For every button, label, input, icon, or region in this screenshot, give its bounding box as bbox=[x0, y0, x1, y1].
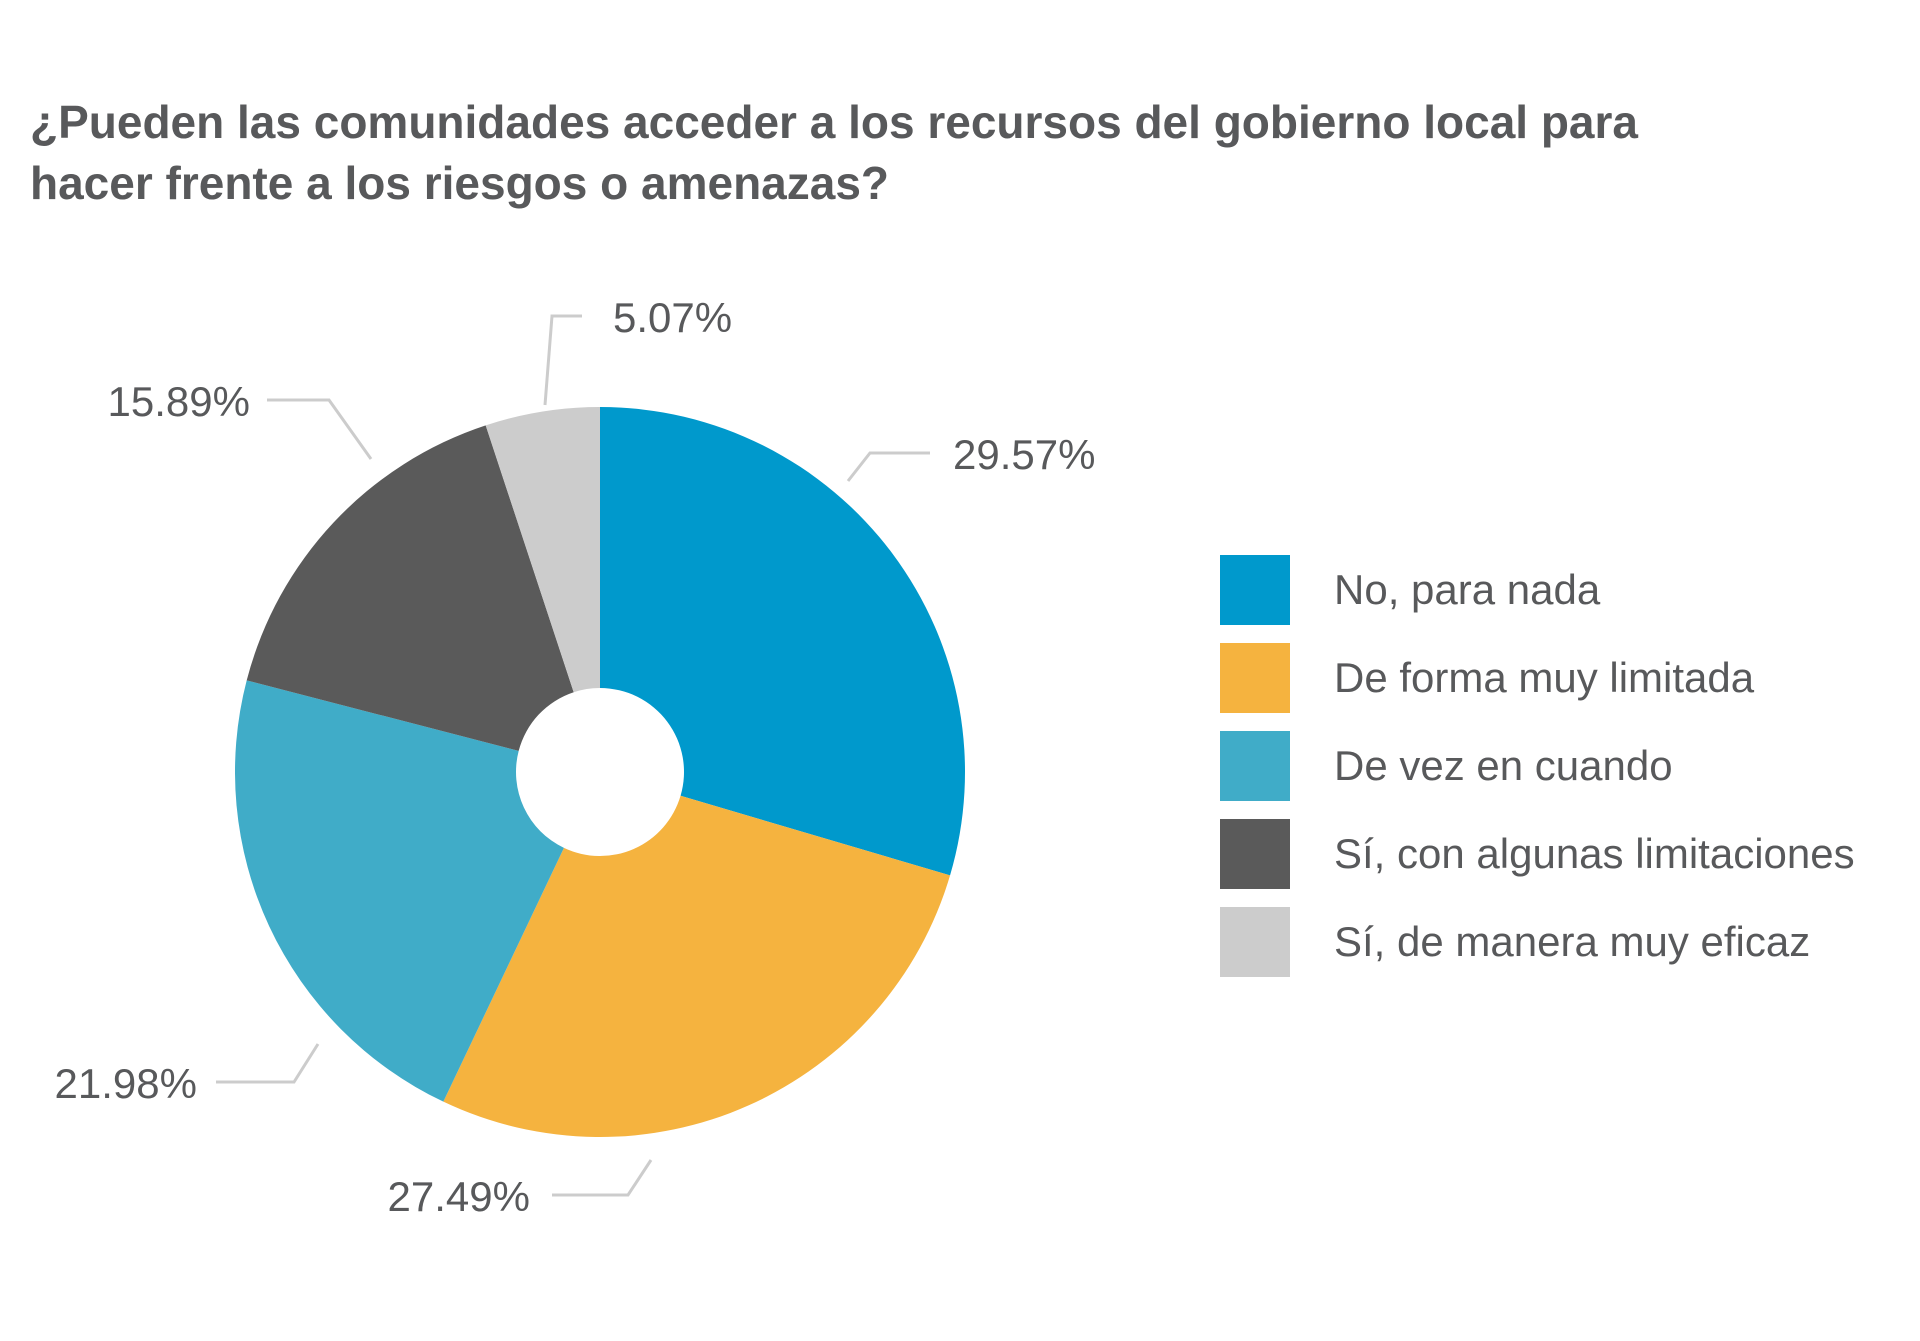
pie-slice-de-forma-muy-limitada bbox=[443, 795, 951, 1137]
legend-label: Sí, con algunas limitaciones bbox=[1334, 830, 1855, 877]
chart-title-line-2: hacer frente a los riesgos o amenazas? bbox=[30, 157, 890, 209]
legend-label: De vez en cuando bbox=[1334, 742, 1673, 789]
legend-swatch bbox=[1220, 819, 1290, 889]
chart-title: ¿Pueden las comunidades acceder a los re… bbox=[30, 92, 1890, 214]
pie-slice-no-para-nada bbox=[600, 407, 965, 876]
legend-swatch bbox=[1220, 643, 1290, 713]
data-label-de-forma-muy-limitada: 27.49% bbox=[388, 1173, 530, 1220]
pie-slice-de-vez-en-cuando bbox=[234, 680, 564, 1102]
legend-label: Sí, de manera muy eficaz bbox=[1334, 918, 1811, 965]
leader-line-muy-eficaz bbox=[543, 314, 582, 406]
data-label-con-algunas-limitaciones: 15.89% bbox=[108, 378, 250, 425]
leader-line-de-vez-en-cuando bbox=[216, 1043, 320, 1084]
legend-label: De forma muy limitada bbox=[1334, 654, 1755, 701]
legend-swatch bbox=[1220, 731, 1290, 801]
data-label-de-vez-en-cuando: 21.98% bbox=[55, 1060, 197, 1107]
data-label-muy-eficaz: 5.07% bbox=[613, 294, 732, 341]
legend-swatch bbox=[1220, 907, 1290, 977]
legend-label: No, para nada bbox=[1334, 566, 1601, 613]
leader-line-de-forma-muy-limitada bbox=[552, 1159, 653, 1197]
chart-title-line-1: ¿Pueden las comunidades acceder a los re… bbox=[30, 96, 1639, 148]
data-label-no-para-nada: 29.57% bbox=[953, 431, 1095, 478]
legend-swatch bbox=[1220, 555, 1290, 625]
pie-slice-muy-eficaz bbox=[485, 407, 600, 693]
leader-line-no-para-nada bbox=[846, 451, 930, 482]
pie-slice-con-algunas-limitaciones bbox=[246, 425, 574, 751]
leader-line-con-algunas-limitaciones bbox=[267, 398, 373, 460]
